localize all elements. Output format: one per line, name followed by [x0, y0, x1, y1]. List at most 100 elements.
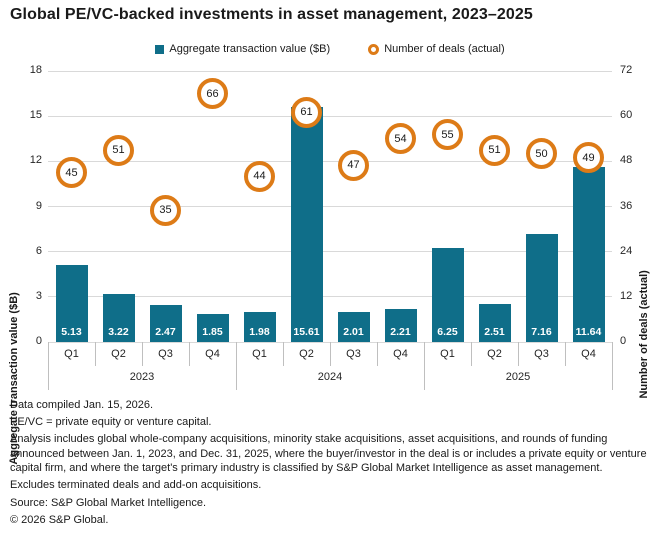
left-axis-tick-label: 3: [35, 289, 42, 302]
quarter-label: Q4: [393, 348, 408, 360]
left-axis-tick-label: 18: [29, 64, 42, 76]
bar: 2.51: [478, 304, 511, 342]
quarter-label: Q1: [440, 348, 455, 360]
deals-series-ring-icon: [368, 43, 380, 55]
bar: 5.13: [55, 264, 88, 342]
footnote-analysis: Analysis includes global whole-company a…: [10, 433, 647, 475]
legend: Aggregate transaction value ($B) Number …: [0, 43, 660, 55]
quarter-tick-line: [188, 342, 190, 366]
bar-value-label: 11.64: [575, 325, 602, 338]
grid-line: [48, 251, 612, 253]
right-axis-tick-label: 24: [620, 244, 633, 257]
bar: 6.25: [431, 247, 464, 342]
chart-title: Global PE/VC-backed investments in asset…: [10, 6, 533, 23]
quarter-tick-line: [376, 342, 378, 366]
legend-label-transaction-value: Aggregate transaction value ($B): [169, 43, 331, 55]
quarter-tick-line: [517, 342, 519, 366]
deal-count-marker: 66: [197, 78, 228, 110]
legend-item-deals: Number of deals (actual): [368, 43, 505, 55]
deal-count-marker: 47: [338, 149, 369, 181]
year-boundary-line: [611, 342, 613, 390]
quarter-label: Q1: [252, 348, 267, 360]
bar-value-label: 6.25: [437, 325, 458, 338]
left-axis-tick-label: 15: [29, 109, 42, 122]
bar-value-label: 7.16: [531, 325, 552, 338]
bar-value-label: 2.21: [390, 325, 411, 338]
bar-value-label: 1.85: [202, 325, 223, 338]
left-axis-tick-label: 6: [35, 244, 42, 257]
footnote-pevc-definition: PE/VC = private equity or venture capita…: [10, 416, 212, 429]
bar: 2.01: [337, 311, 370, 342]
quarter-label: Q2: [111, 348, 126, 360]
bar: 7.16: [525, 234, 558, 342]
year-boundary-line: [47, 342, 49, 390]
grid-line: [48, 296, 612, 298]
deal-count-marker: 51: [479, 134, 510, 166]
year-label: 2025: [505, 371, 531, 383]
quarter-tick-line: [470, 342, 472, 366]
quarter-tick-line: [329, 342, 331, 366]
quarter-tick-line: [282, 342, 284, 366]
footnote-source: Source: S&P Global Market Intelligence.: [10, 496, 207, 509]
year-label: 2023: [129, 371, 155, 383]
right-axis-tick-label: 12: [620, 289, 633, 302]
bar: 15.61: [290, 106, 323, 342]
legend-label-deals: Number of deals (actual): [384, 43, 505, 55]
deal-count-marker: 61: [291, 96, 322, 128]
footnotes: Data compiled Jan. 15, 2026. PE/VC = pri…: [10, 398, 648, 530]
bar-series-square-icon: [155, 44, 165, 54]
bar: 2.21: [384, 308, 417, 342]
deal-count-marker: 35: [150, 194, 181, 226]
bar: 1.85: [196, 314, 229, 342]
right-axis-tick-label: 36: [620, 199, 633, 212]
bar: 3.22: [102, 293, 135, 342]
footnote-copyright: © 2026 S&P Global.: [10, 513, 109, 526]
deal-count-marker: 44: [244, 160, 275, 192]
deal-count-marker: 49: [573, 142, 604, 174]
year-boundary-line: [423, 342, 425, 390]
legend-item-transaction-value: Aggregate transaction value ($B): [155, 43, 330, 55]
quarter-tick-line: [94, 342, 96, 366]
year-label: 2024: [317, 371, 343, 383]
grid-line: [48, 70, 612, 72]
quarter-label: Q4: [205, 348, 220, 360]
bar-value-label: 2.47: [155, 325, 176, 338]
deal-count-marker: 54: [385, 123, 416, 155]
quarter-label: Q1: [64, 348, 79, 360]
deal-count-marker: 55: [432, 119, 463, 151]
bar-value-label: 1.98: [249, 325, 270, 338]
deal-count-marker: 51: [103, 134, 134, 166]
deal-count-marker: 50: [526, 138, 557, 170]
year-boundary-line: [235, 342, 237, 390]
quarter-label: Q4: [581, 348, 596, 360]
bar: 2.47: [149, 304, 182, 342]
quarter-tick-line: [564, 342, 566, 366]
quarter-label: Q3: [158, 348, 173, 360]
grid-line: [48, 115, 612, 117]
right-axis-tick-label: 60: [620, 109, 633, 122]
quarter-label: Q2: [487, 348, 502, 360]
grid-line: [48, 206, 612, 207]
bar-value-label: 3.22: [108, 325, 129, 338]
right-axis-tick-label: 48: [620, 154, 633, 167]
quarter-label: Q3: [534, 348, 549, 360]
left-axis-tick-label: 9: [35, 199, 42, 212]
quarter-label: Q2: [299, 348, 314, 360]
right-axis-tick-label: 0: [620, 335, 627, 347]
footnote-data-compiled: Data compiled Jan. 15, 2026.: [10, 399, 154, 411]
bar: 1.98: [243, 312, 276, 342]
bar-value-label: 2.51: [484, 325, 505, 338]
bar-value-label: 15.61: [293, 325, 320, 338]
footnote-excludes: Excludes terminated deals and add-on acq…: [10, 479, 262, 492]
bar-value-label: 2.01: [343, 325, 364, 338]
right-axis-tick-label: 72: [620, 64, 633, 76]
bar: 11.64: [572, 166, 605, 342]
deal-count-marker: 45: [56, 157, 87, 189]
bar-value-label: 5.13: [61, 325, 82, 338]
left-axis-tick-label: 0: [35, 335, 42, 347]
grid-line: [48, 160, 612, 162]
quarter-tick-line: [141, 342, 143, 366]
quarter-label: Q3: [346, 348, 361, 360]
